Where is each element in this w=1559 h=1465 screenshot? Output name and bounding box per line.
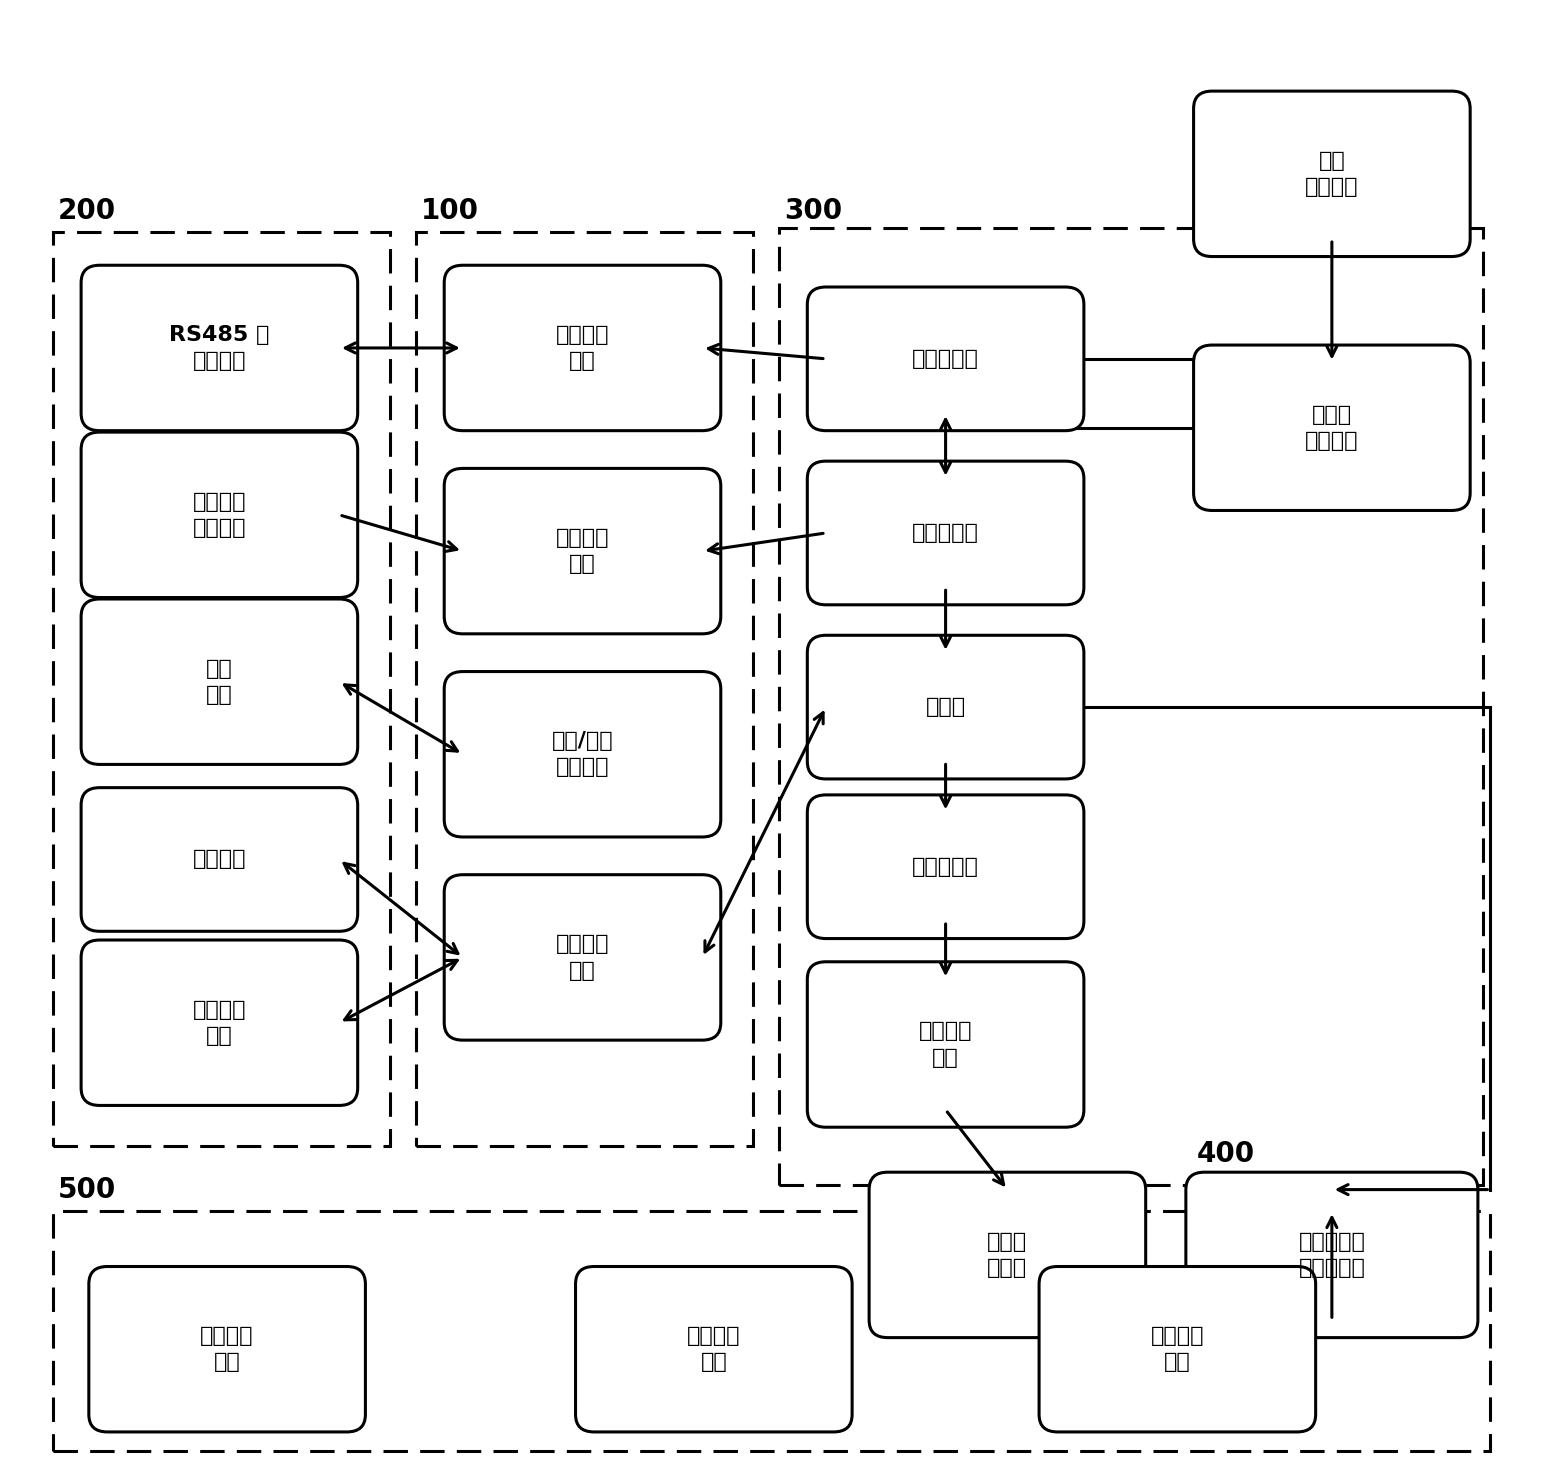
FancyBboxPatch shape	[81, 432, 357, 598]
Text: 人机接口
模块: 人机接口 模块	[555, 325, 610, 371]
Text: 电机保护
装置: 电机保护 装置	[918, 1021, 973, 1068]
Text: 双电源
切换开关: 双电源 切换开关	[1305, 404, 1358, 451]
Text: 电流互感器: 电流互感器	[912, 523, 979, 544]
FancyBboxPatch shape	[575, 1267, 853, 1431]
Text: 200: 200	[58, 196, 115, 224]
FancyBboxPatch shape	[1186, 1172, 1478, 1338]
FancyBboxPatch shape	[81, 599, 357, 765]
Bar	[53, 231, 390, 1146]
Text: 贯流换气
装置: 贯流换气 装置	[688, 1326, 741, 1373]
Text: 300: 300	[784, 196, 842, 224]
Text: 500: 500	[58, 1176, 117, 1204]
Text: 贯流换气
装置: 贯流换气 装置	[201, 1326, 254, 1373]
Text: 楼控
中心: 楼控 中心	[206, 658, 232, 705]
FancyBboxPatch shape	[444, 265, 720, 431]
FancyBboxPatch shape	[444, 875, 720, 1040]
FancyBboxPatch shape	[1194, 346, 1470, 510]
Bar	[780, 227, 1483, 1185]
FancyBboxPatch shape	[89, 1267, 365, 1431]
FancyBboxPatch shape	[808, 636, 1084, 779]
Text: 三相
交流串源: 三相 交流串源	[1305, 151, 1358, 196]
FancyBboxPatch shape	[1194, 91, 1470, 256]
Text: 消防外控: 消防外控	[193, 850, 246, 869]
FancyBboxPatch shape	[444, 469, 720, 634]
Text: 电磁接触器: 电磁接触器	[912, 857, 979, 876]
Text: 100: 100	[421, 196, 479, 224]
FancyBboxPatch shape	[808, 287, 1084, 431]
Bar	[53, 1212, 1490, 1450]
FancyBboxPatch shape	[808, 461, 1084, 605]
Text: 电气控制
模块: 电气控制 模块	[555, 935, 610, 980]
FancyBboxPatch shape	[81, 265, 357, 431]
FancyBboxPatch shape	[1040, 1267, 1316, 1431]
FancyBboxPatch shape	[868, 1172, 1146, 1338]
Text: 消防控制
中心: 消防控制 中心	[193, 999, 246, 1046]
Text: 人体红外
感测模块: 人体红外 感测模块	[193, 492, 246, 538]
Text: 贯流换气
装置: 贯流换气 装置	[1151, 1326, 1204, 1373]
Text: 400: 400	[1197, 1140, 1255, 1168]
FancyBboxPatch shape	[444, 671, 720, 837]
FancyBboxPatch shape	[808, 963, 1084, 1127]
Text: 断路器: 断路器	[926, 697, 965, 716]
Text: 数据/程序
存储模块: 数据/程序 存储模块	[552, 731, 613, 778]
Text: 送风机
排风机: 送风机 排风机	[987, 1232, 1027, 1277]
Text: 数据处理
模块: 数据处理 模块	[555, 527, 610, 574]
Text: 电压互感器: 电压互感器	[912, 349, 979, 369]
FancyBboxPatch shape	[81, 788, 357, 932]
Text: RS485 转
无线模块: RS485 转 无线模块	[170, 325, 270, 371]
Text: 贯流换气装
置供电单元: 贯流换气装 置供电单元	[1299, 1232, 1366, 1277]
FancyBboxPatch shape	[808, 795, 1084, 939]
FancyBboxPatch shape	[81, 941, 357, 1106]
Bar	[416, 231, 753, 1146]
